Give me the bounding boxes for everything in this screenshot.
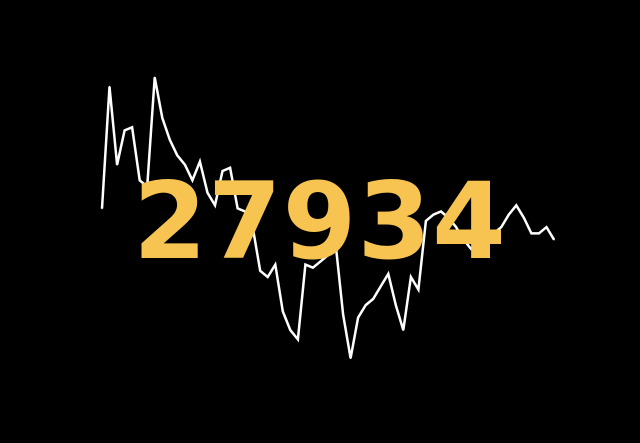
data-point <box>319 260 322 263</box>
data-point <box>184 163 186 166</box>
data-point <box>402 329 405 331</box>
data-point <box>101 207 103 210</box>
data-point <box>244 210 246 213</box>
data-point <box>289 329 292 331</box>
data-point <box>455 226 457 228</box>
data-point <box>334 241 337 244</box>
data-point <box>108 85 111 88</box>
data-point <box>312 266 314 269</box>
data-point <box>425 220 427 222</box>
sparkline-points <box>101 76 555 360</box>
data-point <box>485 241 488 244</box>
data-point <box>379 285 382 288</box>
data-point <box>432 213 435 216</box>
data-point <box>500 226 503 228</box>
data-point <box>492 232 495 235</box>
data-point <box>297 338 299 341</box>
data-point <box>447 217 450 219</box>
data-point <box>138 179 141 182</box>
data-point <box>545 226 548 228</box>
data-point <box>123 129 126 132</box>
data-point <box>229 167 231 169</box>
data-point <box>342 313 344 316</box>
data-point <box>395 304 397 306</box>
data-point <box>153 76 156 79</box>
data-point <box>372 298 375 300</box>
data-point <box>131 126 133 129</box>
data-point <box>274 263 277 266</box>
data-point <box>214 204 216 207</box>
data-point <box>477 254 480 256</box>
data-point <box>251 226 254 228</box>
data-point <box>530 232 533 235</box>
data-point <box>357 316 359 319</box>
data-point <box>161 117 164 119</box>
data-point <box>462 238 465 241</box>
data-point <box>417 288 420 291</box>
data-point <box>470 248 472 250</box>
data-point <box>259 270 262 272</box>
data-point <box>221 170 224 172</box>
data-point <box>508 213 510 216</box>
data-point <box>523 217 525 219</box>
data-point <box>176 154 179 157</box>
data-point <box>349 357 352 360</box>
data-point <box>387 273 390 275</box>
data-point <box>327 254 329 256</box>
data-point <box>410 276 412 278</box>
data-point <box>199 160 201 163</box>
data-point <box>282 310 284 313</box>
data-point <box>538 232 540 235</box>
data-point <box>304 263 307 266</box>
data-point <box>440 210 442 213</box>
data-point <box>206 192 209 194</box>
data-point <box>169 139 171 141</box>
data-point <box>146 185 148 188</box>
data-point <box>515 204 518 207</box>
data-point <box>116 163 118 166</box>
data-point <box>191 179 194 182</box>
data-point <box>236 207 239 210</box>
data-point <box>266 276 269 278</box>
data-point <box>553 238 555 241</box>
data-point <box>364 304 367 306</box>
